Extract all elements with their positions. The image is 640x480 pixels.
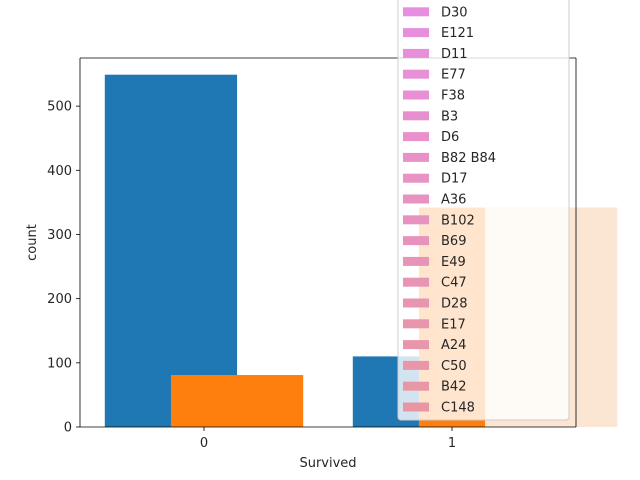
legend-label: D6 — [441, 130, 459, 145]
legend-swatch — [403, 7, 429, 17]
y-tick-label-100: 100 — [47, 356, 72, 371]
legend-swatch — [403, 69, 429, 79]
x-axis-label: Survived — [299, 456, 356, 471]
legend-label: C47 — [441, 276, 467, 291]
y-tick-label-400: 400 — [47, 164, 72, 179]
legend-swatch — [403, 381, 429, 391]
legend-label: A36 — [441, 193, 466, 208]
y-tick-label-200: 200 — [47, 292, 72, 307]
x-tick-label-0: 0 — [200, 436, 208, 451]
legend-swatch — [403, 132, 429, 142]
legend-swatch — [403, 90, 429, 100]
bar-series-0-0 — [104, 74, 238, 428]
legend-swatch — [403, 215, 429, 225]
legend-label: D17 — [441, 172, 468, 187]
legend-swatch — [403, 173, 429, 183]
legend-swatch — [403, 28, 429, 38]
legend-label: B42 — [441, 380, 466, 395]
legend-swatch — [403, 402, 429, 412]
legend-label: D30 — [441, 5, 468, 20]
legend-label: D28 — [441, 297, 468, 312]
legend-swatch — [403, 194, 429, 204]
y-tick-label-0: 0 — [64, 421, 72, 436]
legend-swatch — [403, 48, 429, 58]
y-axis-label: count — [25, 224, 40, 261]
legend-label: C148 — [441, 401, 475, 416]
legend-swatch — [403, 111, 429, 121]
legend-swatch — [403, 256, 429, 266]
legend-swatch — [403, 360, 429, 370]
y-tick-label-500: 500 — [47, 100, 72, 115]
ticks-layer: 0 100 200 300 400 500 0 1 — [47, 100, 456, 451]
legend-label: E121 — [441, 26, 474, 41]
legend-frame — [397, 0, 570, 421]
legend-label: B82 B84 — [441, 151, 496, 166]
legend-label: F38 — [441, 89, 465, 104]
legend-label: B69 — [441, 234, 466, 249]
legend-swatch — [403, 340, 429, 350]
legend: D30 E121 D11 E77 F38 B3 D6 B82 B84 D17 A36 B102 B69… — [397, 0, 570, 421]
legend-label: E17 — [441, 317, 466, 332]
legend-label: B3 — [441, 109, 458, 124]
legend-swatch — [403, 236, 429, 246]
legend-swatch — [403, 298, 429, 308]
legend-swatch — [403, 277, 429, 287]
legend-label: B102 — [441, 213, 475, 228]
legend-swatch — [403, 319, 429, 329]
legend-label: C50 — [441, 359, 467, 374]
y-tick-label-300: 300 — [47, 228, 72, 243]
x-tick-label-1: 1 — [448, 436, 456, 451]
bar-series-1-0 — [170, 375, 304, 427]
legend-label: E49 — [441, 255, 466, 270]
legend-swatch — [403, 152, 429, 162]
legend-label: D11 — [441, 47, 468, 62]
legend-label: E77 — [441, 68, 466, 83]
legend-label: A24 — [441, 338, 466, 353]
